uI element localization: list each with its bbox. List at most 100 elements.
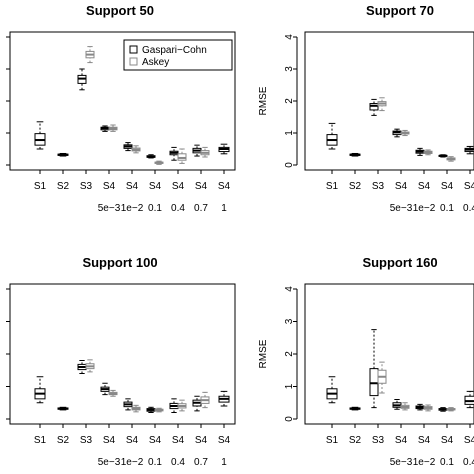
x-tick-label: S4 bbox=[441, 181, 454, 192]
x-tick-label: S3 bbox=[80, 181, 93, 192]
box-askey bbox=[423, 149, 433, 156]
x-tick-label: S4 bbox=[126, 435, 139, 446]
legend-frame bbox=[123, 39, 233, 71]
box-askey bbox=[400, 402, 410, 411]
x-tick-label: S3 bbox=[80, 435, 93, 446]
y-tick-label: 2 bbox=[284, 98, 295, 104]
x-sublabel: 0.4 bbox=[171, 457, 185, 468]
box-gaspari-cohn bbox=[192, 395, 202, 412]
y-tick-label: 0 bbox=[284, 416, 295, 422]
y-tick-label: 4 bbox=[284, 286, 295, 292]
box-gaspari-cohn bbox=[57, 406, 69, 411]
x-tick-label: S2 bbox=[57, 435, 70, 446]
box-askey bbox=[108, 389, 118, 397]
box-askey bbox=[400, 129, 410, 137]
box-askey bbox=[154, 160, 164, 165]
x-tick-label: S2 bbox=[57, 181, 70, 192]
x-sublabel: 1e−2 bbox=[121, 203, 144, 214]
box-gaspari-cohn bbox=[464, 145, 474, 155]
y-tick-label: 4 bbox=[284, 34, 295, 40]
x-sublabel: 0.7 bbox=[194, 203, 208, 214]
x-tick-label: S4 bbox=[464, 181, 474, 192]
x-tick-label: S4 bbox=[172, 181, 185, 192]
box-askey bbox=[108, 124, 118, 132]
box-askey bbox=[446, 407, 456, 412]
x-tick-label: S4 bbox=[195, 181, 208, 192]
box-askey bbox=[131, 145, 141, 154]
panel-2: Support 70 0 1 2 3 4 RMSE S1 S2 S3 S4 5e−3 S4 1e−2 S4 0… bbox=[258, 3, 474, 214]
box-askey bbox=[423, 404, 433, 412]
x-sublabel: 0.1 bbox=[440, 457, 454, 468]
x-sublabel: 0.4 bbox=[171, 203, 185, 214]
x-tick-label: S4 bbox=[149, 181, 162, 192]
box-gaspari-cohn bbox=[77, 360, 87, 374]
x-tick-label: S4 bbox=[103, 435, 116, 446]
x-tick-label: S4 bbox=[195, 435, 208, 446]
x-tick-label: S3 bbox=[372, 181, 385, 192]
box-gaspari-cohn bbox=[146, 406, 156, 413]
x-tick-label: S1 bbox=[34, 181, 47, 192]
x-tick-label: S4 bbox=[126, 181, 139, 192]
y-axis-label: RMSE bbox=[258, 339, 269, 368]
box-askey bbox=[446, 156, 456, 162]
box-askey bbox=[85, 46, 95, 64]
x-sublabel: 0.7 bbox=[194, 457, 208, 468]
box-gaspari-cohn bbox=[169, 146, 179, 161]
panel-title: Support 70 bbox=[366, 3, 434, 18]
box-askey bbox=[131, 404, 141, 413]
legend-label: Gaspari−Cohn bbox=[142, 45, 207, 56]
x-sublabel: 0.4 bbox=[463, 457, 474, 468]
box-gaspari-cohn bbox=[169, 398, 179, 413]
x-tick-label: S4 bbox=[218, 181, 231, 192]
box-gaspari-cohn bbox=[369, 329, 379, 409]
box-askey bbox=[200, 391, 210, 409]
box-askey bbox=[177, 399, 187, 412]
x-tick-label: S4 bbox=[418, 181, 431, 192]
box-askey bbox=[200, 146, 210, 158]
x-sublabel: 0.4 bbox=[463, 203, 474, 214]
legend-swatch bbox=[129, 45, 138, 54]
y-tick-label: 3 bbox=[284, 318, 295, 324]
box-gaspari-cohn bbox=[326, 376, 338, 404]
box-askey bbox=[377, 361, 387, 394]
x-sublabel: 0.1 bbox=[440, 203, 454, 214]
box-gaspari-cohn bbox=[146, 154, 156, 159]
box-gaspari-cohn bbox=[349, 152, 361, 157]
x-tick-label: S3 bbox=[372, 435, 385, 446]
legend-swatch bbox=[129, 57, 138, 66]
x-tick-label: S4 bbox=[395, 181, 408, 192]
x-tick-label: S4 bbox=[464, 435, 474, 446]
x-sublabel: 0.1 bbox=[148, 457, 162, 468]
panel-3: Support 100 S1 S2 S3 S4 5e−3 S4 1e−2 S4 0.1 S4 0.4 S… bbox=[6, 255, 236, 468]
box-gaspari-cohn bbox=[438, 407, 448, 412]
box-askey bbox=[177, 148, 187, 164]
x-sublabel: 1e−2 bbox=[413, 203, 436, 214]
x-sublabel: 5e−3 bbox=[390, 457, 413, 468]
x-tick-label: S4 bbox=[441, 435, 454, 446]
box-askey bbox=[85, 359, 95, 373]
box-gaspari-cohn bbox=[100, 125, 110, 132]
x-tick-label: S4 bbox=[218, 435, 231, 446]
box-gaspari-cohn bbox=[326, 122, 338, 150]
x-tick-label: S4 bbox=[418, 435, 431, 446]
plot-frame bbox=[304, 31, 474, 171]
x-sublabel: 1 bbox=[221, 457, 227, 468]
y-tick-label: 2 bbox=[284, 351, 295, 357]
box-gaspari-cohn bbox=[415, 147, 425, 156]
box-gaspari-cohn bbox=[100, 382, 110, 396]
x-tick-label: S2 bbox=[349, 181, 362, 192]
box-iqr bbox=[369, 368, 379, 397]
x-tick-label: S1 bbox=[326, 181, 339, 192]
legend-label: Askey bbox=[142, 57, 169, 68]
panel-1: Support 50 S1 S2 S3 S4 5e−3 S4 1e−2 S4 0.1 S4 0.4 S4… bbox=[6, 3, 236, 214]
box-gaspari-cohn bbox=[218, 143, 230, 155]
x-tick-label: S2 bbox=[349, 435, 362, 446]
box-gaspari-cohn bbox=[349, 406, 361, 411]
x-tick-label: S4 bbox=[172, 435, 185, 446]
box-gaspari-cohn bbox=[34, 121, 46, 150]
panel-title: Support 160 bbox=[362, 255, 437, 270]
box-gaspari-cohn bbox=[77, 68, 87, 91]
x-tick-label: S4 bbox=[103, 181, 116, 192]
